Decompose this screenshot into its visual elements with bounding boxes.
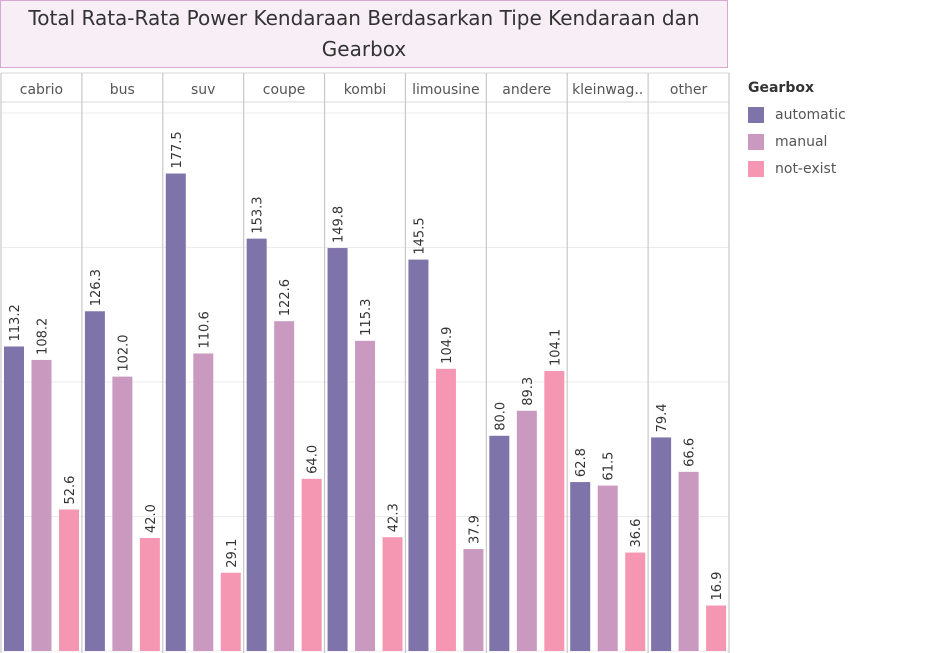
- bar: [220, 572, 241, 651]
- data-label: 122.6: [278, 279, 293, 316]
- legend-label: not-exist: [775, 160, 837, 177]
- data-label: 80.0: [493, 402, 508, 431]
- data-label: 104.1: [548, 329, 563, 366]
- data-label: 62.8: [574, 448, 589, 477]
- bar: [706, 605, 727, 651]
- bar: [597, 485, 618, 651]
- bar: [489, 435, 510, 651]
- chart-title-box: Total Rata-Rata Power Kendaraan Berdasar…: [0, 0, 728, 68]
- legend-item[interactable]: manual: [748, 128, 846, 155]
- bar: [139, 538, 160, 651]
- bar: [516, 410, 537, 651]
- legend-items: automatic manual not-exist: [748, 101, 846, 182]
- data-label: 113.2: [8, 304, 23, 341]
- bar: [678, 471, 699, 651]
- category-label: andere: [502, 82, 551, 98]
- chart-title: Total Rata-Rata Power Kendaraan Berdasar…: [28, 6, 700, 61]
- category-label: cabrio: [20, 82, 63, 98]
- legend: Gearbox automatic manual not-exist: [748, 80, 846, 182]
- data-label: 64.0: [306, 445, 321, 474]
- legend-swatch: [748, 133, 764, 150]
- bar: [382, 537, 403, 651]
- data-label: 153.3: [251, 196, 266, 233]
- data-label: 52.6: [63, 476, 78, 505]
- data-label: 177.5: [170, 131, 185, 168]
- bar: [165, 173, 186, 651]
- data-label: 36.6: [629, 519, 644, 548]
- category-label: other: [670, 82, 708, 98]
- legend-label: automatic: [775, 106, 846, 123]
- bar: [408, 259, 429, 651]
- bar: [112, 376, 133, 651]
- data-label: 108.2: [36, 318, 51, 355]
- data-label: 61.5: [602, 452, 617, 481]
- bar: [193, 353, 214, 651]
- legend-item[interactable]: not-exist: [748, 155, 846, 182]
- category-label: limousine: [412, 82, 480, 98]
- bar: [246, 238, 267, 652]
- legend-title: Gearbox: [748, 80, 815, 96]
- data-label: 126.3: [89, 269, 104, 306]
- category-label: suv: [191, 82, 215, 98]
- category-label: coupe: [263, 82, 306, 98]
- data-label: 66.6: [683, 438, 698, 467]
- data-label: 29.1: [225, 539, 240, 568]
- bar: [544, 370, 565, 651]
- data-label: 102.0: [116, 334, 131, 371]
- category-label: bus: [110, 82, 135, 98]
- data-label: 42.0: [144, 504, 159, 533]
- bar: [355, 340, 376, 651]
- bar: [327, 248, 348, 651]
- data-label: 145.5: [412, 217, 427, 254]
- bar: [84, 311, 105, 651]
- data-label: 42.3: [387, 503, 402, 532]
- data-label: 149.8: [332, 206, 347, 243]
- bar: [301, 478, 322, 651]
- data-label: 79.4: [655, 403, 670, 432]
- bar: [4, 346, 24, 651]
- category-label: kombi: [344, 82, 387, 98]
- legend-swatch: [748, 160, 764, 177]
- bar: [435, 368, 456, 651]
- bar: [31, 359, 52, 651]
- data-label: 110.6: [197, 311, 212, 348]
- legend-swatch: [748, 106, 764, 123]
- bar: [463, 549, 484, 651]
- data-label: 115.3: [359, 299, 374, 336]
- legend-item[interactable]: automatic: [748, 101, 846, 128]
- bar: [274, 321, 295, 651]
- legend-label: manual: [775, 133, 828, 150]
- category-label: kleinwag..: [572, 82, 643, 98]
- data-label: 16.9: [710, 572, 725, 601]
- bar: [59, 509, 79, 651]
- data-label: 89.3: [521, 377, 536, 406]
- data-label: 104.9: [440, 327, 455, 364]
- bar: [570, 482, 591, 651]
- bar: [651, 437, 672, 651]
- bar: [625, 552, 646, 651]
- data-label: 37.9: [467, 515, 482, 544]
